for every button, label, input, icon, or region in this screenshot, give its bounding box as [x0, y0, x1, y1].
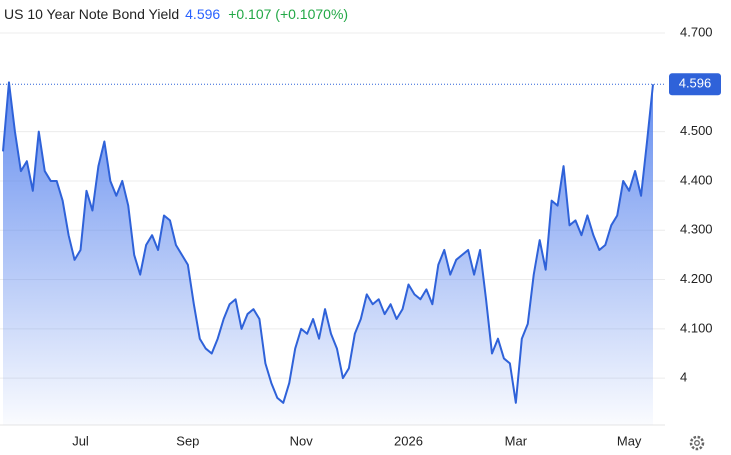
last-price-box: [669, 73, 721, 96]
gear-icon[interactable]: [689, 435, 705, 451]
y-tick-label: 4.100: [680, 320, 713, 335]
last-price-label: 4.596: [679, 76, 712, 91]
x-tick-label: Jul: [72, 433, 89, 448]
area-fill: [3, 82, 653, 425]
y-tick-label: 4.700: [680, 24, 713, 39]
y-tick-label: 4.200: [680, 271, 713, 286]
header-price: 4.596: [185, 6, 220, 22]
x-tick-label: Nov: [290, 433, 314, 448]
y-tick-label: 4: [680, 370, 687, 385]
x-tick-label: Sep: [176, 433, 199, 448]
x-tick-label: 2026: [394, 433, 423, 448]
chart-title: US 10 Year Note Bond Yield: [4, 6, 179, 22]
chart-header: US 10 Year Note Bond Yield 4.596 +0.107 (+…: [4, 6, 348, 22]
y-tick-label: 4.400: [680, 172, 713, 187]
header-change: +0.107 (+0.1070%): [228, 6, 348, 22]
x-tick-label: May: [617, 433, 642, 448]
x-tick-label: Mar: [505, 433, 528, 448]
y-tick-label: 4.500: [680, 123, 713, 138]
gear-hub[interactable]: [694, 440, 700, 446]
y-tick-label: 4.300: [680, 222, 713, 237]
gear-teeth[interactable]: [689, 435, 705, 451]
price-line: [2, 81, 654, 404]
